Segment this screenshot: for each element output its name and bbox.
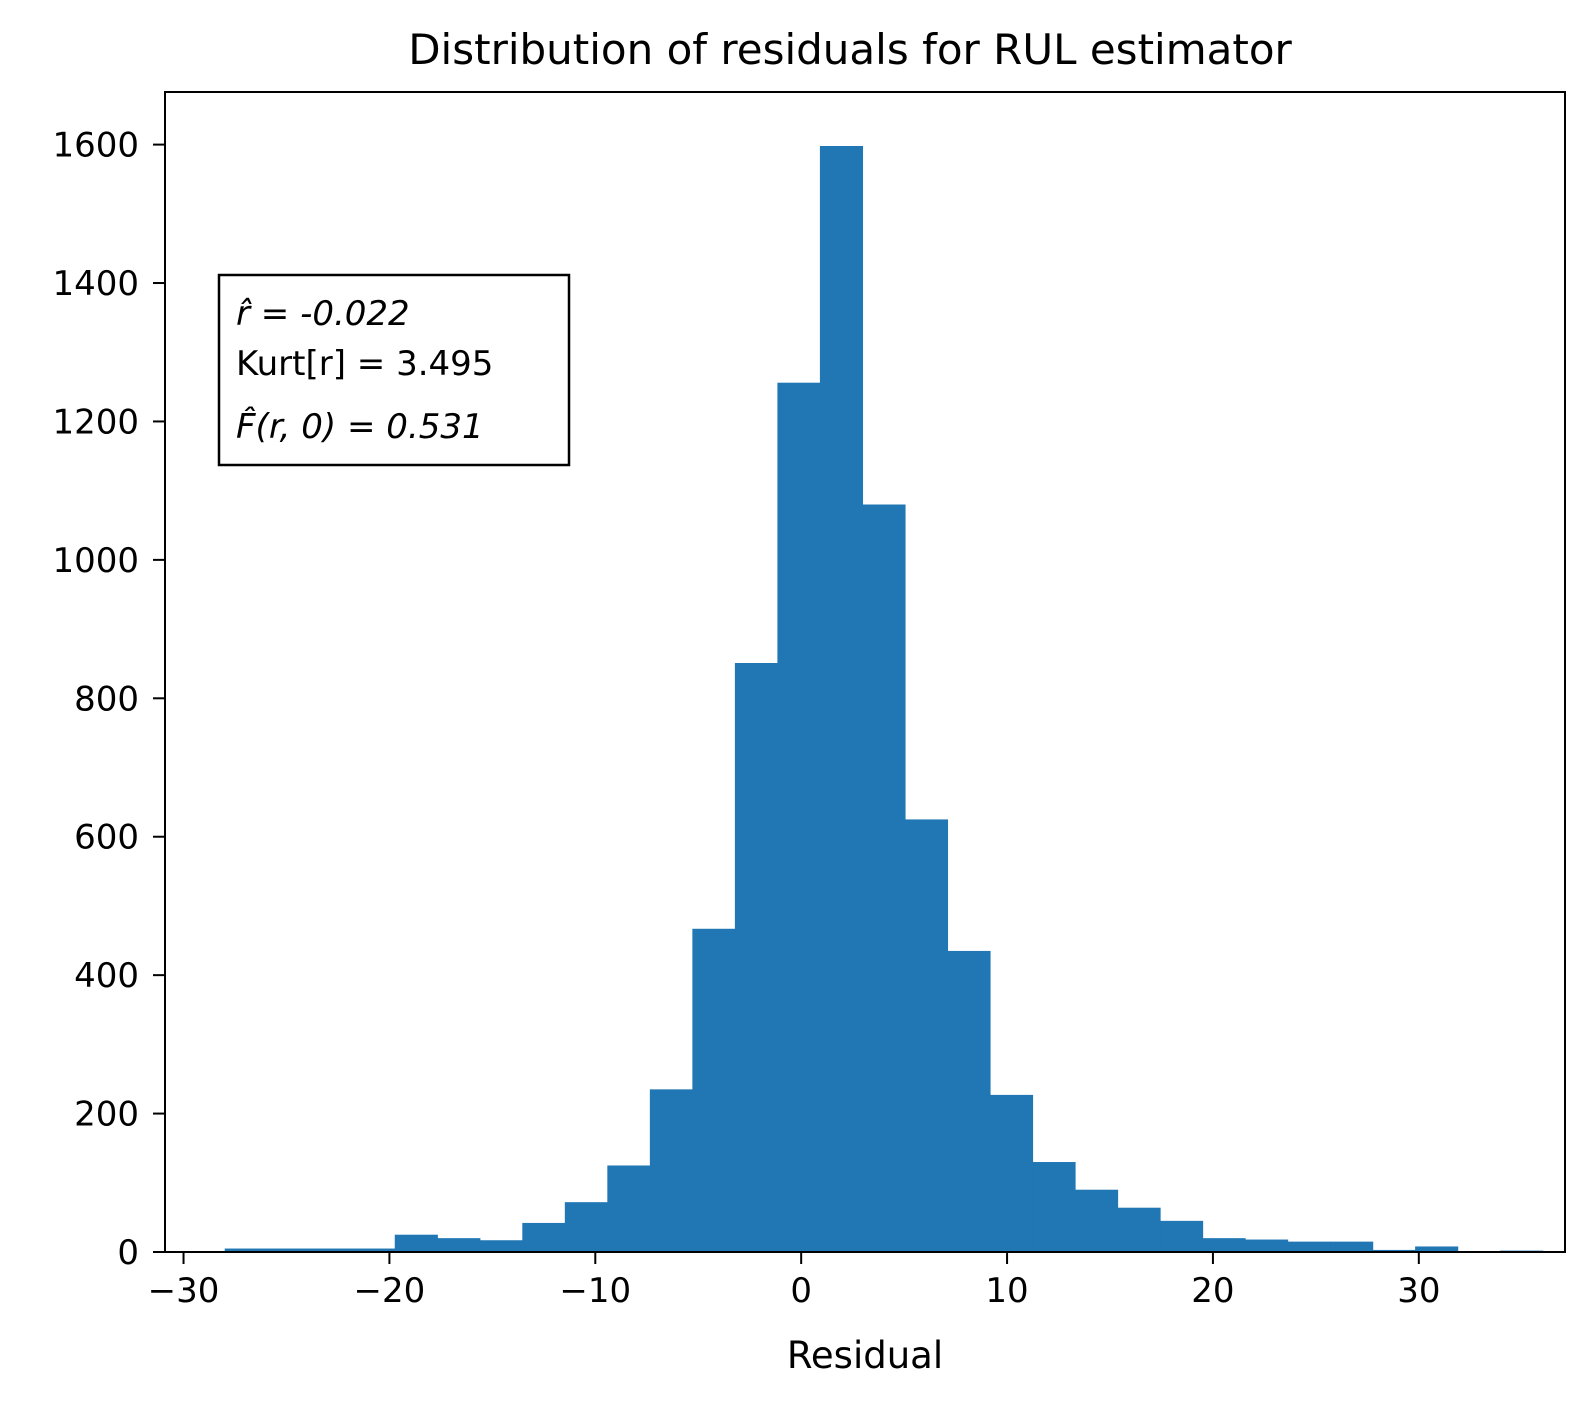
histogram-bar (1075, 1189, 1119, 1252)
y-tick-label: 400 (74, 956, 139, 996)
histogram-bar (479, 1240, 523, 1252)
y-tick-label: 200 (74, 1095, 139, 1135)
x-tick-label: 20 (1191, 1271, 1234, 1311)
histogram-bar (1245, 1239, 1289, 1252)
x-tick-label: −10 (559, 1271, 631, 1311)
histogram-bar (1415, 1246, 1459, 1252)
histogram-bar (564, 1202, 608, 1252)
histogram-bar (1202, 1238, 1246, 1252)
chart-title: Distribution of residuals for RUL estima… (408, 25, 1292, 74)
plot-frame (164, 91, 1566, 1253)
histogram-bar (437, 1238, 481, 1252)
histogram-bar (607, 1165, 651, 1252)
histogram-bar (1372, 1249, 1416, 1252)
histogram-bar (692, 928, 736, 1252)
x-tick-label: −20 (354, 1271, 426, 1311)
histogram-bar (267, 1248, 311, 1252)
histogram-bar (1287, 1241, 1331, 1252)
histogram-bar (947, 950, 991, 1252)
y-tick-label: 1000 (52, 541, 139, 581)
histogram-bar (224, 1248, 268, 1252)
x-tick-label: 0 (790, 1271, 812, 1311)
histogram-bar (1117, 1207, 1161, 1252)
y-tick-label: 0 (117, 1233, 139, 1273)
histogram-bar (309, 1248, 353, 1252)
y-tick-label: 600 (74, 818, 139, 858)
histogram-bar (734, 663, 778, 1252)
histogram-bars (224, 145, 1544, 1252)
histogram-bar (522, 1222, 566, 1252)
histogram-bar (1330, 1241, 1374, 1252)
annotation-box (217, 273, 571, 467)
histogram-bar (862, 504, 906, 1252)
y-tick-label: 1400 (52, 264, 139, 304)
histogram-bar (904, 819, 949, 1252)
annotation-cdf: F̂(r, 0) = 0.531 (236, 406, 484, 447)
x-tick-label: 30 (1397, 1271, 1440, 1311)
y-tick-label: 1600 (52, 126, 139, 166)
statistics-annotation: r̂ = -0.022 Kurt[r] = 3.495 F̂(r, 0) = 0… (217, 273, 571, 467)
x-tick-label: 10 (985, 1271, 1028, 1311)
histogram-bar (1032, 1162, 1076, 1252)
x-axis-label: Residual (787, 1334, 943, 1377)
histogram-bar (819, 145, 864, 1252)
histogram-bar (989, 1094, 1034, 1252)
x-tick-label: −30 (148, 1271, 220, 1311)
axis-ticks: −30 −20 −10 0 10 20 30 0 200 400 600 800 1000 1200 140… (52, 126, 1440, 1311)
histogram-bar (394, 1234, 438, 1252)
histogram-bar (352, 1248, 396, 1252)
y-tick-label: 1200 (52, 402, 139, 442)
y-tick-label: 800 (74, 679, 139, 719)
histogram-bar (649, 1089, 693, 1252)
annotation-kurtosis: Kurt[r] = 3.495 (236, 344, 493, 384)
histogram-bar (777, 382, 821, 1252)
annotation-mean: r̂ = -0.022 (236, 294, 410, 334)
histogram-bar (1160, 1220, 1204, 1252)
